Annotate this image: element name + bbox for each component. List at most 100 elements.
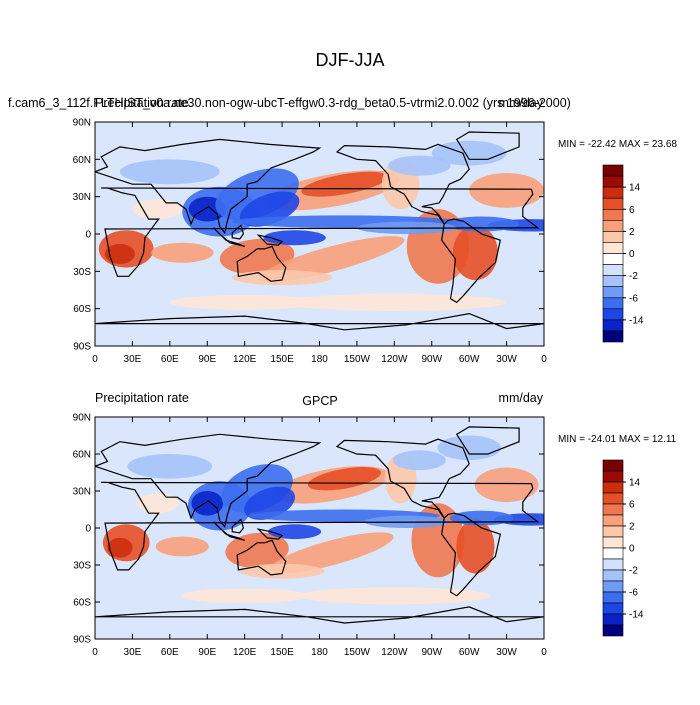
colorbar-label: -14 [629,610,644,621]
anomaly-region [469,173,544,208]
colorbar-box [602,514,624,527]
anomaly-region [132,199,183,220]
anomaly-region [107,537,133,558]
lon-label: 90E [198,354,216,365]
panel-model-title-left: f.cam6_3_112f.FLTHIST_v0a.ne30.non-ogw-u… [8,96,571,110]
colorbar-label: 6 [629,205,635,216]
lat-label: 0 [85,230,91,241]
lon-label: 0 [92,354,98,365]
colorbar-label: -2 [629,271,638,282]
colorbar-box [602,569,624,582]
colorbar-box [602,536,624,549]
coastline [335,143,470,225]
lon-label: 150W [344,354,371,365]
coastline [95,433,322,529]
colorbar-box [602,470,624,483]
lat-label: 0 [85,524,91,535]
lat-label: 30S [73,561,91,572]
lon-label: 30E [124,354,142,365]
anomaly-region [270,532,394,574]
anomaly-region [307,467,381,491]
anomaly-region [181,588,309,604]
anomaly-region [191,491,224,516]
colorbar-box [602,459,624,472]
lat-label: 60S [73,598,91,609]
lat-label: 90N [73,118,91,129]
panel-model-units: mm/day [499,96,544,110]
map-panel-model [94,121,545,347]
lon-label: 90W [421,354,442,365]
anomaly-region [392,450,446,471]
colorbar-box [602,197,624,210]
coastline [231,518,245,534]
coastline [335,438,470,519]
lon-label: 30E [124,647,142,658]
colorbar-box [602,297,624,310]
lon-label: 0 [541,647,547,658]
anomaly-region [301,171,388,197]
anomaly-region [136,493,179,514]
colorbar-box [602,175,624,188]
panel-obs-stats: MIN = -24.01 MAX = 12.11 [558,434,677,445]
anomaly-region [232,270,332,286]
lon-axis-model: 0 30E 60E 90E 120E 150E 180 150W 120W 90W 60W 30W 0 [92,122,547,365]
colorbar-box [602,209,624,221]
lon-label: 120E [233,354,257,365]
coastline [95,312,544,331]
anomaly-region [437,435,502,461]
lat-label: 30N [73,192,91,203]
colorbar-box [602,308,624,321]
colorbar-box [602,242,624,254]
anomaly-region [119,159,220,185]
anomaly-region [388,155,451,176]
lat-label: 60S [73,304,91,315]
anomaly-region [298,587,490,605]
coastline [455,131,520,160]
panel-obs-units: mm/day [499,391,544,405]
lat-label: 30N [73,487,91,498]
lon-label: 180 [311,647,328,658]
colorbar-box [602,492,624,505]
colorbar-box [602,286,624,299]
lat-label: 30S [73,267,91,278]
lon-label: 90E [198,647,216,658]
coastline [101,187,540,277]
lon-label: 30W [496,354,517,365]
colorbar-box [602,503,624,516]
colorbar-box [602,602,624,615]
colorbar-box [602,525,624,538]
anomaly-region [268,524,322,540]
coastline [213,521,245,541]
colorbar-obs: 14 6 2 0 -2 -6 -14 [602,459,644,637]
coastline [95,138,322,235]
anomaly-region [259,236,405,282]
panel-model: f.cam6_3_112f.FLTHIST_v0a.ne30.non-ogw-u… [8,96,677,365]
panel-obs-title-center: GPCP [302,394,337,408]
anomaly-region [239,563,325,579]
anomaly-region [444,216,519,232]
lon-label: 60E [161,647,179,658]
colorbar-label: -2 [629,566,638,577]
coastline [441,512,502,597]
colorbar-label: 2 [629,522,635,533]
colorbar-label: -6 [629,588,638,599]
lon-label: 120E [233,647,257,658]
colorbar-box [602,220,624,232]
lon-label: 60E [161,354,179,365]
colorbar-box [602,319,624,332]
anomaly-region [474,467,539,503]
colorbar-box [602,231,624,243]
coastline [236,245,287,282]
colorbar-box [602,624,624,637]
anomaly-region [155,536,209,557]
lon-label: 120W [381,647,408,658]
colorbar-model: 14 6 2 0 -2 -6 -14 [602,164,644,343]
panel-obs: Precipitation rate GPCP mm/day MIN = -24… [73,391,677,658]
colorbar-label: 6 [629,500,635,511]
lon-label: 0 [92,647,98,658]
coastline [95,606,544,624]
colorbar-box [602,164,624,177]
colorbar-box [602,613,624,626]
coastline [441,218,502,304]
